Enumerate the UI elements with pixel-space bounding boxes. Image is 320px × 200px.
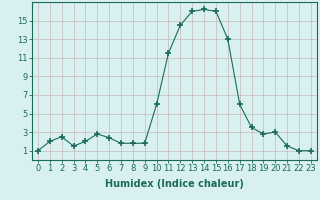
X-axis label: Humidex (Indice chaleur): Humidex (Indice chaleur) (105, 179, 244, 189)
